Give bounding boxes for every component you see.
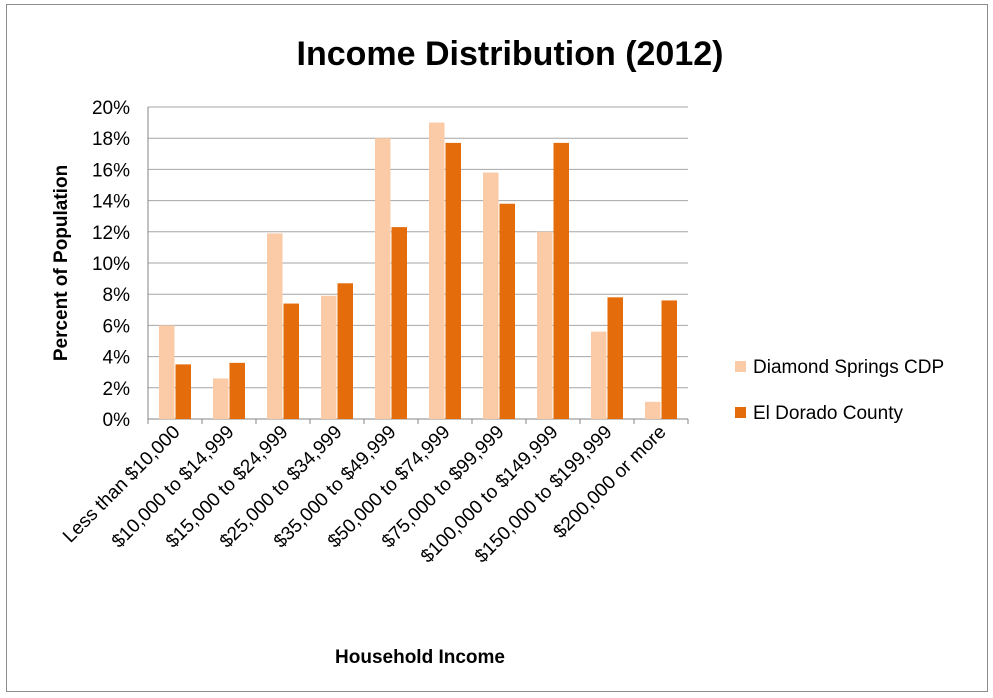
y-tick-label: 14% — [92, 192, 130, 213]
y-tick-label: 8% — [103, 285, 131, 306]
bar-el-dorado-3 — [337, 283, 353, 419]
bar-diamond-springs-7 — [537, 231, 553, 419]
y-tick-label: 12% — [92, 223, 130, 244]
bar-el-dorado-5 — [445, 142, 461, 419]
y-tick-label: 16% — [92, 160, 130, 181]
legend-swatch — [735, 361, 746, 372]
bar-diamond-springs-9 — [645, 401, 661, 419]
y-tick-label: 0% — [103, 410, 131, 431]
bar-diamond-springs-3 — [321, 295, 337, 419]
bar-diamond-springs-8 — [591, 331, 607, 419]
y-tick-label: 10% — [92, 254, 130, 275]
y-tick-label: 20% — [92, 98, 130, 119]
y-tick-label: 2% — [103, 379, 131, 400]
bar-el-dorado-7 — [553, 142, 569, 419]
y-tick-labels: 0% 2% 4% 6% 8% 10% 12% 14% 16% 18% 20% — [92, 98, 130, 431]
chart-title: Income Distribution (2012) — [297, 35, 724, 73]
bar-el-dorado-8 — [607, 297, 623, 419]
bar-el-dorado-9 — [661, 300, 677, 419]
legend-label: Diamond Springs CDP — [753, 357, 944, 378]
bar-diamond-springs-5 — [429, 122, 445, 419]
bar-diamond-springs-4 — [375, 138, 391, 419]
y-tick-label: 18% — [92, 129, 130, 150]
bar-el-dorado-2 — [283, 303, 299, 419]
legend-label: El Dorado County — [753, 403, 903, 424]
bar-el-dorado-6 — [499, 203, 515, 419]
x-axis-title: Household Income — [335, 647, 505, 668]
bars — [159, 122, 677, 419]
bar-diamond-springs-0 — [159, 325, 175, 419]
bar-el-dorado-1 — [229, 362, 245, 419]
gridlines — [147, 106, 689, 424]
y-tick-label: 4% — [103, 348, 131, 369]
legend-swatch — [735, 407, 746, 418]
bar-el-dorado-0 — [175, 364, 191, 419]
y-axis-title: Percent of Population — [51, 165, 72, 361]
bar-el-dorado-4 — [391, 227, 407, 419]
bar-diamond-springs-1 — [213, 378, 229, 419]
y-tick-label: 6% — [103, 316, 131, 337]
bar-diamond-springs-2 — [267, 233, 283, 419]
x-tick-labels: Less than $10,000$10,000 to $14,999$15,0… — [59, 422, 670, 568]
legend: Diamond Springs CDP El Dorado County — [735, 357, 944, 424]
bar-diamond-springs-6 — [483, 172, 499, 419]
